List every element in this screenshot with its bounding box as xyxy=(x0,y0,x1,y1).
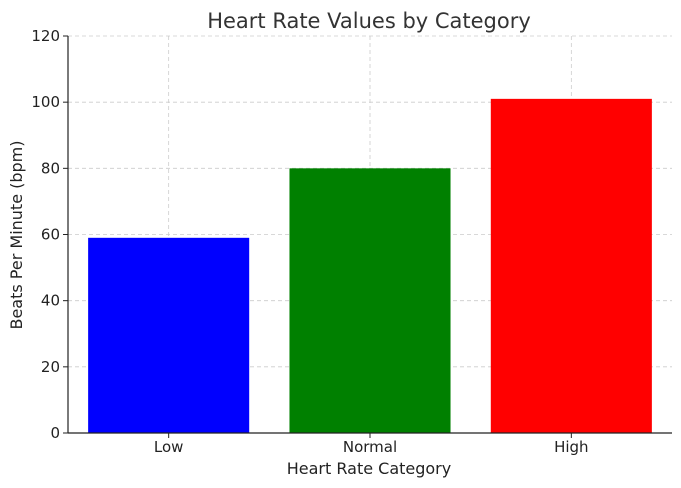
bar-normal xyxy=(289,168,451,434)
chart-title: Heart Rate Values by Category xyxy=(207,9,531,33)
y-axis-label: Beats Per Minute (bpm) xyxy=(7,140,26,329)
x-tick-label: High xyxy=(554,438,588,456)
bar-high xyxy=(490,98,652,433)
axes xyxy=(63,35,672,438)
y-tick-label: 120 xyxy=(31,27,60,45)
y-tick-label: 100 xyxy=(31,93,60,111)
y-tick-label: 20 xyxy=(41,358,60,376)
x-tick-label: Low xyxy=(154,438,184,456)
y-tick-label: 0 xyxy=(50,424,60,442)
bar-low xyxy=(88,237,250,433)
y-tick-label: 40 xyxy=(41,292,60,310)
x-tick-label: Normal xyxy=(343,438,397,456)
x-axis-label: Heart Rate Category xyxy=(287,459,451,478)
y-tick-label: 80 xyxy=(41,159,60,177)
bars xyxy=(88,98,652,434)
y-tick-label: 60 xyxy=(41,226,60,244)
tick-labels: 0 20 40 60 80 100 120 Low Normal High xyxy=(31,27,588,456)
